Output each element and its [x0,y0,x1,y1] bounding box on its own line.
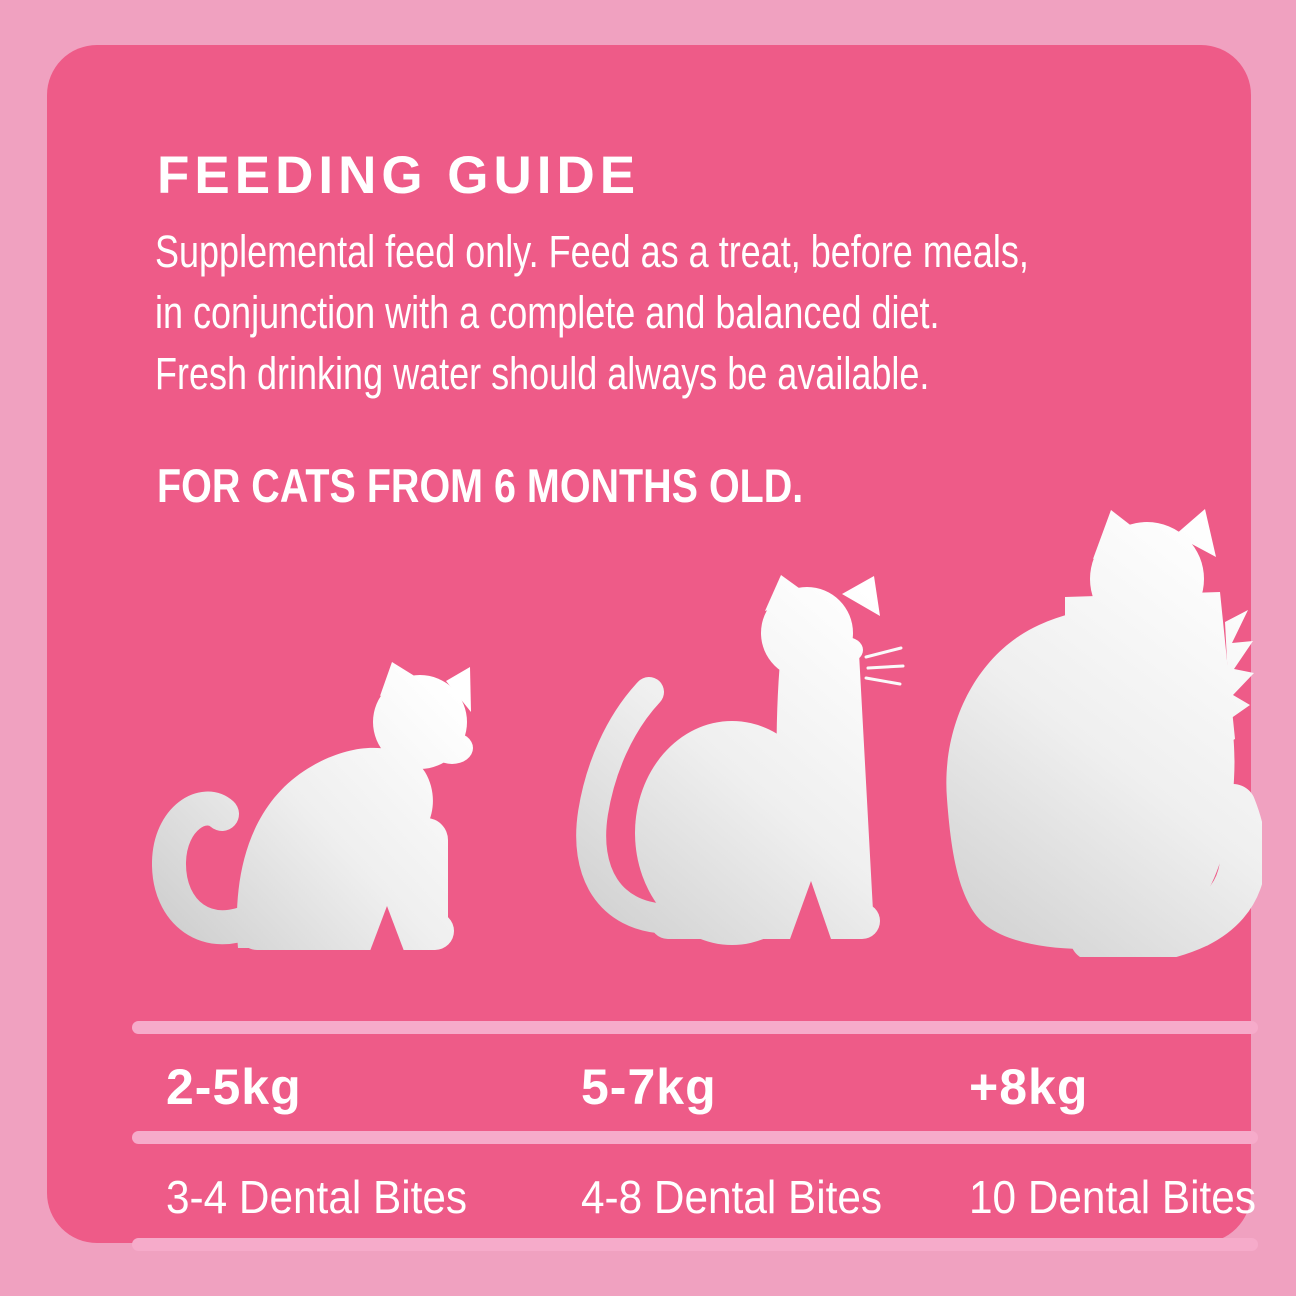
serving-label: 10 Dental Bites [969,1171,1257,1223]
weight-label: 2-5kg [166,1059,302,1115]
page-title: FEEDING GUIDE [157,146,641,205]
weight-cell-large: +8kg [935,1058,1258,1116]
serving-cell-medium: 4-8 Dental Bites [547,1170,935,1224]
serving-label: 4-8 Dental Bites [581,1171,883,1223]
feeding-guide-panel: FEEDING GUIDE Supplemental feed only. Fe… [47,45,1262,1251]
weight-label: 5-7kg [581,1059,717,1115]
weight-cell-medium: 5-7kg [547,1058,935,1116]
weight-label: +8kg [969,1059,1089,1115]
medium-cat-icon [576,575,905,945]
serving-cell-large: 10 Dental Bites [935,1170,1281,1224]
small-cat-icon [152,662,473,951]
divider [132,1238,1258,1251]
divider [132,1021,1258,1034]
age-requirement-text: FOR CATS FROM 6 MONTHS OLD. [157,459,804,512]
intro-text: Supplemental feed only. Feed as a treat,… [155,226,1029,399]
divider [132,1131,1258,1144]
serving-cell-small: 3-4 Dental Bites [132,1170,547,1224]
serving-label: 3-4 Dental Bites [166,1171,468,1223]
weights-row: 2-5kg 5-7kg +8kg [132,1047,1258,1127]
weight-cell-small: 2-5kg [132,1058,547,1116]
servings-row: 3-4 Dental Bites 4-8 Dental Bites 10 Den… [132,1157,1258,1237]
large-cat-icon [946,509,1262,957]
